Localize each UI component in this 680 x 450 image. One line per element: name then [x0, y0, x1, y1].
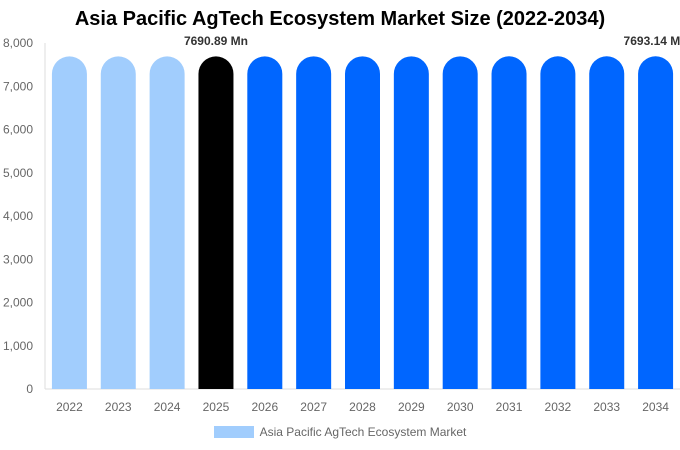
chart-title: Asia Pacific AgTech Ecosystem Market Siz… — [74, 8, 606, 30]
x-tick-label: 2027 — [300, 400, 327, 414]
bar-2023 — [100, 56, 136, 389]
x-tick-label: 2030 — [447, 400, 474, 414]
bar-2033 — [589, 56, 625, 389]
bar-2032 — [540, 56, 576, 389]
bar-2025 — [198, 56, 234, 389]
x-tick-label: 2033 — [593, 400, 620, 414]
bar-2026 — [247, 56, 283, 390]
x-tick-label: 2022 — [56, 400, 83, 414]
legend-label: Asia Pacific AgTech Ecosystem Market — [259, 425, 467, 439]
bar-2034 — [638, 56, 674, 389]
y-tick-label: 6,000 — [3, 123, 33, 137]
legend: Asia Pacific AgTech Ecosystem Market — [0, 425, 680, 439]
y-tick-label: 3,000 — [3, 252, 33, 266]
x-tick-label: 2025 — [203, 400, 230, 414]
bar-2029 — [393, 56, 429, 389]
y-tick-label: 8,000 — [3, 36, 33, 50]
x-tick-label: 2034 — [642, 400, 669, 414]
y-tick-label: 0 — [26, 382, 33, 396]
x-tick-label: 2031 — [496, 400, 523, 414]
y-tick-label: 4,000 — [3, 209, 33, 223]
x-tick-label: 2029 — [398, 400, 425, 414]
bar-2024 — [149, 56, 185, 389]
bar-2028 — [345, 56, 380, 390]
y-tick-label: 5,000 — [3, 166, 33, 180]
x-tick-label: 2032 — [545, 400, 572, 414]
y-tick-label: 7,000 — [3, 79, 33, 93]
x-tick-label: 2026 — [251, 400, 278, 414]
x-tick-label: 2028 — [349, 400, 376, 414]
data-label: 7690.89 Mn — [184, 34, 248, 48]
y-tick-label: 1,000 — [3, 339, 33, 353]
data-label: 7693.14 Mn — [624, 34, 680, 48]
bar-2031 — [491, 56, 527, 389]
bar-2030 — [442, 56, 478, 390]
y-tick-label: 2,000 — [3, 296, 33, 310]
x-tick-label: 2024 — [154, 400, 181, 414]
legend-swatch — [213, 426, 254, 438]
bar-2027 — [296, 56, 332, 390]
bar-2022 — [51, 56, 87, 389]
x-tick-label: 2023 — [105, 400, 132, 414]
